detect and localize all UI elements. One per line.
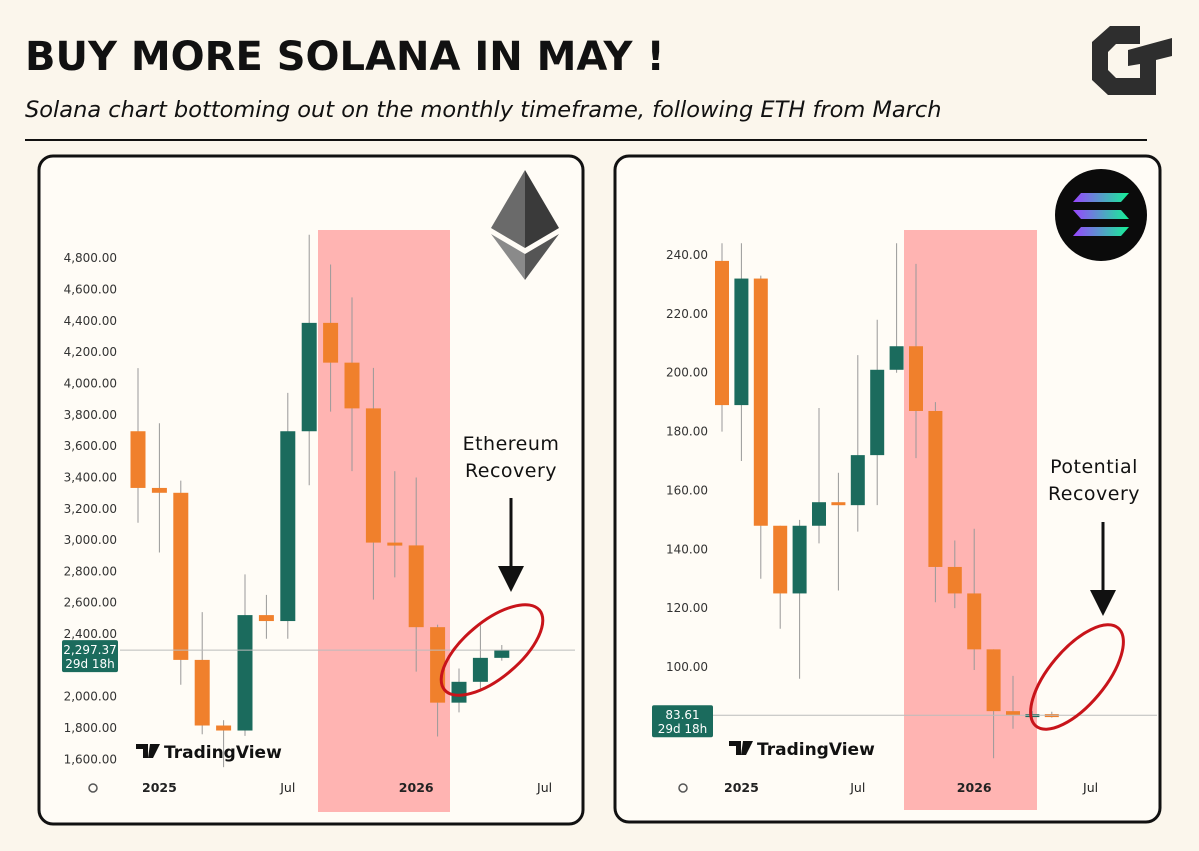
candle-body xyxy=(889,346,904,370)
candle-body xyxy=(1006,711,1020,716)
price-tag xyxy=(652,705,713,738)
brand-logo xyxy=(1092,26,1172,95)
highlight-ellipse xyxy=(439,603,545,697)
x-tick-label: Jul xyxy=(1082,780,1098,795)
candle-body xyxy=(323,322,339,363)
highlight-region xyxy=(904,230,1037,810)
x-tick-label: 2025 xyxy=(724,780,759,795)
candle-body xyxy=(773,525,788,594)
annotation: Potential xyxy=(1050,456,1138,478)
x-tick-label: Jul xyxy=(536,780,552,795)
candle-body xyxy=(216,725,232,731)
y-tick-label: 3,200.00 xyxy=(64,502,117,516)
candle-body xyxy=(408,545,424,628)
candle-body xyxy=(909,346,923,411)
x-tick-label: Jul xyxy=(279,780,295,795)
candle-body xyxy=(850,455,865,506)
settings-icon xyxy=(88,783,98,793)
watermark-logo xyxy=(136,744,160,758)
candle-body xyxy=(451,681,467,703)
x-tick-label: 2026 xyxy=(399,780,434,795)
chart: 100.00 120.00 140.00 160.00 180.00 200.00 220.… xyxy=(652,243,1157,795)
y-tick-label: 4,200.00 xyxy=(64,345,117,359)
x-tick-label: Jul xyxy=(849,780,865,795)
candle-body xyxy=(494,650,510,658)
y-tick-label: 220.00 xyxy=(666,307,708,321)
sol-logo xyxy=(1055,169,1147,261)
y-tick-label: 2,000.00 xyxy=(64,690,117,704)
y-tick-label: 4,000.00 xyxy=(64,376,117,390)
chart: 1,600.001,800.002,000.002,200.002,400.00… xyxy=(62,234,575,795)
y-tick-label: 120.00 xyxy=(666,601,708,615)
y-tick-label: 3,800.00 xyxy=(64,408,117,422)
candle-body xyxy=(194,659,210,726)
candle-body xyxy=(344,362,360,409)
watermark: TradingView xyxy=(164,743,282,763)
y-tick-label: 240.00 xyxy=(666,248,708,262)
candle-body xyxy=(151,487,167,493)
annotation: Recovery xyxy=(465,460,557,482)
candle-body xyxy=(831,502,846,506)
y-tick-label: 3,600.00 xyxy=(64,439,117,453)
watermark-logo xyxy=(729,741,753,755)
countdown: 29d 18h xyxy=(65,657,115,671)
settings-icon xyxy=(678,783,688,793)
candle-body xyxy=(812,502,826,526)
y-tick-label: 4,600.00 xyxy=(64,283,117,297)
candle-body xyxy=(967,593,982,650)
eth-logo xyxy=(491,170,559,280)
y-tick-label: 2,400.00 xyxy=(64,627,117,641)
candle-body xyxy=(173,492,189,660)
y-tick-label: 140.00 xyxy=(666,542,708,556)
price-label: 83.61 xyxy=(665,708,699,722)
candle-body xyxy=(365,408,381,543)
candle-body xyxy=(387,542,403,546)
y-tick-label: 4,800.00 xyxy=(64,251,117,265)
candle-body xyxy=(430,627,446,703)
candle-body xyxy=(792,525,807,594)
title: BUY MORE SOLANA IN MAY ! xyxy=(25,34,665,80)
candle-body xyxy=(715,260,729,406)
price-tag xyxy=(62,640,118,673)
candle-body xyxy=(734,278,749,406)
price-label: 2,297.37 xyxy=(63,643,116,657)
candle-body xyxy=(870,369,885,456)
y-tick-label: 1,800.00 xyxy=(64,721,117,735)
candle-body xyxy=(753,278,768,526)
y-tick-label: 200.00 xyxy=(666,366,708,380)
candle-body xyxy=(258,615,274,622)
subtitle: Solana chart bottoming out on the monthl… xyxy=(25,97,942,123)
candle-body xyxy=(472,657,488,682)
candle-body xyxy=(301,322,317,432)
arrow-head xyxy=(498,566,524,592)
highlight-region xyxy=(318,230,450,812)
annotation: Ethereum xyxy=(463,433,560,455)
y-tick-label: 180.00 xyxy=(666,425,708,439)
arrow-head xyxy=(1090,590,1116,616)
panel xyxy=(37,154,585,826)
y-tick-label: 2,800.00 xyxy=(64,564,117,578)
countdown: 29d 18h xyxy=(658,722,708,736)
highlight-ellipse xyxy=(1029,623,1125,731)
y-tick-label: 1,600.00 xyxy=(64,752,117,766)
y-tick-label: 160.00 xyxy=(666,483,708,497)
x-tick-label: 2026 xyxy=(957,780,992,795)
y-tick-label: 4,400.00 xyxy=(64,314,117,328)
y-tick-label: 3,000.00 xyxy=(64,533,117,547)
candle-body xyxy=(928,410,943,567)
candle-body xyxy=(237,615,253,731)
candle-body xyxy=(280,431,296,622)
candle-body xyxy=(947,566,962,594)
annotation: Recovery xyxy=(1048,483,1140,505)
candle-body xyxy=(986,649,1001,712)
x-tick-label: 2025 xyxy=(142,780,177,795)
y-tick-label: 100.00 xyxy=(666,660,708,674)
y-tick-label: 2,600.00 xyxy=(64,596,117,610)
y-tick-label: 3,400.00 xyxy=(64,470,117,484)
watermark: TradingView xyxy=(757,740,875,760)
candle-body xyxy=(130,431,146,488)
